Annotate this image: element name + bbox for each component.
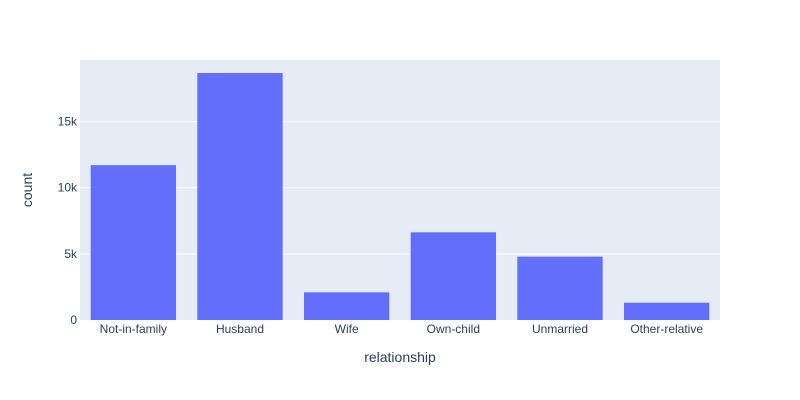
bar-other-relative[interactable] [624, 302, 710, 320]
y-tick-label: 10k [58, 181, 78, 195]
x-tick-label: Unmarried [532, 322, 588, 336]
x-tick-label: Wife [335, 322, 359, 336]
y-axis-title: count [19, 173, 35, 207]
bar-not-in-family[interactable] [90, 165, 176, 320]
x-tick-label: Not-in-family [100, 322, 167, 336]
bar-unmarried[interactable] [517, 256, 603, 320]
x-tick-label: Own-child [427, 322, 480, 336]
x-tick-label: Husband [216, 322, 264, 336]
bar-wife[interactable] [304, 292, 390, 320]
bar-husband[interactable] [197, 73, 283, 320]
y-tick-label: 0 [70, 313, 77, 327]
y-tick-label: 15k [58, 115, 78, 129]
bars [90, 73, 710, 320]
gridlines [80, 121, 720, 255]
x-axis-title: relationship [364, 349, 436, 365]
bar-own-child[interactable] [410, 232, 496, 320]
x-tick-label: Other-relative [630, 322, 703, 336]
x-axis-ticks: Not-in-family Husband Wife Own-child Unmarri… [100, 322, 704, 336]
plot-background [80, 60, 720, 320]
y-tick-label: 5k [64, 247, 78, 261]
y-axis-ticks: 0 5k 10k 15k [58, 115, 78, 327]
